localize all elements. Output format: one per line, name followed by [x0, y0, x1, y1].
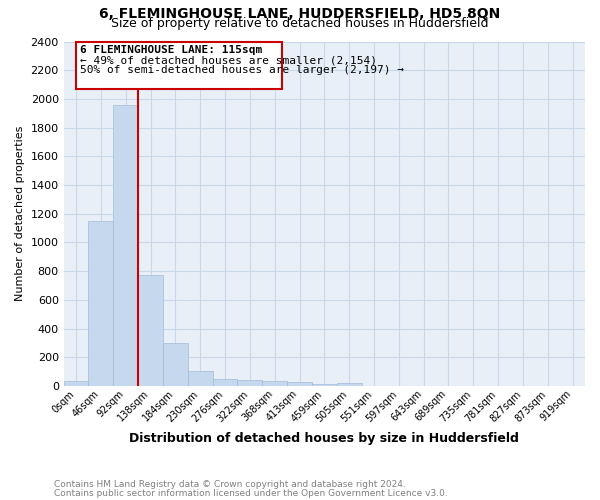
Bar [88, 221, 113, 386]
Y-axis label: Number of detached properties: Number of detached properties [15, 126, 25, 302]
Bar [337, 383, 362, 386]
Text: Size of property relative to detached houses in Huddersfield: Size of property relative to detached ho… [111, 17, 489, 30]
Text: ← 49% of detached houses are smaller (2,154): ← 49% of detached houses are smaller (2,… [80, 55, 377, 65]
Text: Contains public sector information licensed under the Open Government Licence v3: Contains public sector information licen… [54, 488, 448, 498]
Bar [138, 276, 163, 386]
Text: 50% of semi-detached houses are larger (2,197) →: 50% of semi-detached houses are larger (… [80, 65, 404, 75]
Bar [113, 104, 138, 386]
X-axis label: Distribution of detached houses by size in Huddersfield: Distribution of detached houses by size … [130, 432, 519, 445]
Text: 6, FLEMINGHOUSE LANE, HUDDERSFIELD, HD5 8QN: 6, FLEMINGHOUSE LANE, HUDDERSFIELD, HD5 … [100, 8, 500, 22]
Text: Contains HM Land Registry data © Crown copyright and database right 2024.: Contains HM Land Registry data © Crown c… [54, 480, 406, 489]
Bar [312, 384, 337, 386]
Bar [287, 382, 312, 386]
Bar [188, 371, 212, 386]
Text: 6 FLEMINGHOUSE LANE: 115sqm: 6 FLEMINGHOUSE LANE: 115sqm [80, 45, 262, 55]
Bar [238, 380, 262, 386]
FancyBboxPatch shape [76, 42, 282, 89]
Bar [262, 381, 287, 386]
Bar [163, 343, 188, 386]
Bar [212, 379, 238, 386]
Bar [64, 381, 88, 386]
